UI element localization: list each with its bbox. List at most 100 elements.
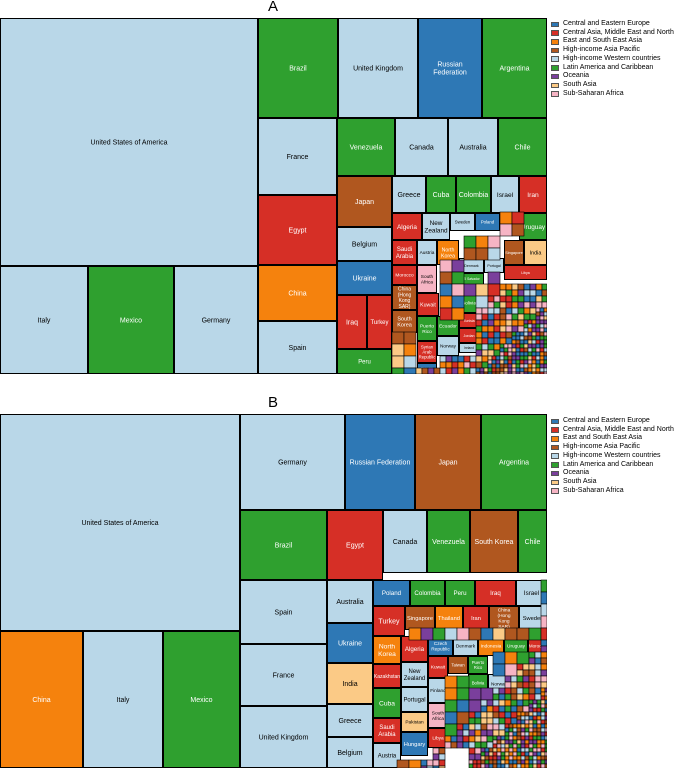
small-country-tile <box>520 723 526 729</box>
small-country-tile <box>499 283 507 291</box>
small-country-tile <box>510 711 518 719</box>
legend-swatch <box>551 418 559 425</box>
small-country-tile <box>543 311 547 317</box>
tile-russian-federation: Russian Federation <box>418 18 482 118</box>
small-country-tile <box>445 361 453 369</box>
legend-item: East and South East Asia <box>551 434 675 443</box>
small-country-tile <box>499 295 507 303</box>
tile-india: India <box>327 663 373 704</box>
small-country-tile <box>524 735 530 741</box>
small-country-tile <box>519 367 525 373</box>
small-country-tile <box>484 747 490 753</box>
small-country-tile <box>456 729 464 737</box>
legend-swatch <box>551 453 559 459</box>
tile-label: Kazakhstan <box>374 674 400 680</box>
small-country-tile <box>493 331 501 339</box>
small-country-tile <box>523 301 531 309</box>
small-country-tile <box>543 367 547 373</box>
small-country-tile <box>504 651 518 665</box>
small-country-tile <box>515 363 521 369</box>
small-country-tile <box>523 347 529 353</box>
tile-label: Egypt <box>289 227 307 234</box>
tile-label: Italy <box>117 697 130 704</box>
small-country-tile <box>391 343 405 357</box>
small-country-tile <box>451 355 459 363</box>
small-country-tile <box>486 735 494 743</box>
tile-venezuela: Venezuela <box>427 510 470 573</box>
small-country-tile <box>512 727 518 733</box>
tile-rect <box>240 510 327 580</box>
small-country-tile <box>492 651 506 665</box>
tile-label: Egypt <box>346 542 364 549</box>
small-country-tile <box>523 323 529 329</box>
small-country-tile <box>522 663 530 671</box>
small-country-tile <box>468 759 474 765</box>
small-country-tile <box>498 711 506 719</box>
small-country-tile <box>504 739 510 745</box>
legend-label: Central and Eastern Europe <box>563 20 650 27</box>
tile-argentina: Argentina <box>482 18 547 118</box>
small-country-tile <box>528 681 536 689</box>
small-country-tile <box>493 337 501 345</box>
small-country-tile <box>438 753 446 761</box>
small-country-tile <box>532 747 538 753</box>
small-country-tile <box>487 295 495 303</box>
small-country-tile <box>507 363 513 369</box>
small-country-tile <box>511 289 519 297</box>
legend-item: Latin America and Caribbean <box>551 461 675 470</box>
small-country-tile <box>450 735 458 743</box>
small-country-tile <box>527 327 533 333</box>
tile-spain: Spain <box>240 580 327 644</box>
small-country-tile <box>527 355 533 361</box>
small-country-tile <box>541 289 547 297</box>
small-country-tile <box>524 755 530 761</box>
tile-japan: Japan <box>415 414 481 510</box>
small-country-tile <box>511 347 517 353</box>
small-country-tile <box>468 747 476 755</box>
small-country-tile <box>544 747 547 753</box>
small-country-tile <box>480 717 488 725</box>
small-country-tile <box>496 735 502 741</box>
small-country-tile <box>451 307 465 321</box>
tile-label: Indonesia <box>481 644 502 650</box>
tile-label: Denmark <box>464 264 479 268</box>
small-country-tile <box>528 763 534 768</box>
small-country-tile <box>487 301 495 309</box>
small-country-tile <box>528 755 534 761</box>
tile-rect <box>504 265 547 280</box>
small-country-tile <box>527 319 533 325</box>
small-country-tile <box>499 363 505 369</box>
tile-united-kingdom: United Kingdom <box>240 706 327 768</box>
small-country-tile <box>433 367 441 374</box>
small-country-tile <box>504 723 510 729</box>
small-country-tile <box>540 707 546 713</box>
tile-label: Uruguay <box>507 644 526 650</box>
small-country-tile <box>528 731 534 737</box>
tile-rect <box>337 349 392 374</box>
tile-rect <box>417 240 437 265</box>
small-country-tile <box>544 739 547 745</box>
small-country-tile <box>516 719 522 725</box>
legend-swatch <box>551 56 559 62</box>
small-country-tile <box>520 751 526 757</box>
tile-label: Brazil <box>289 65 307 72</box>
tile-libya: Libya <box>428 728 448 748</box>
tile-australia: Australia <box>327 580 373 623</box>
small-country-tile <box>468 763 474 768</box>
small-country-tile <box>505 295 513 303</box>
tile-label: Colombia <box>414 590 441 597</box>
tile-label: Israel <box>524 590 539 597</box>
small-country-tile <box>444 741 452 749</box>
tile-label: Ecuador <box>439 324 457 330</box>
small-country-tile <box>391 367 405 374</box>
small-country-tile <box>510 687 518 695</box>
small-country-tile <box>523 319 529 325</box>
small-country-tile <box>505 301 513 309</box>
small-country-tile <box>495 355 501 361</box>
treemap-b: United States of America China Italy Mexico… <box>0 414 547 768</box>
small-country-tile <box>504 705 512 713</box>
small-country-tile <box>498 693 506 701</box>
small-country-tile <box>511 335 517 341</box>
tile-kuwait: Kuwait <box>417 293 439 316</box>
tile-rect <box>482 18 547 118</box>
